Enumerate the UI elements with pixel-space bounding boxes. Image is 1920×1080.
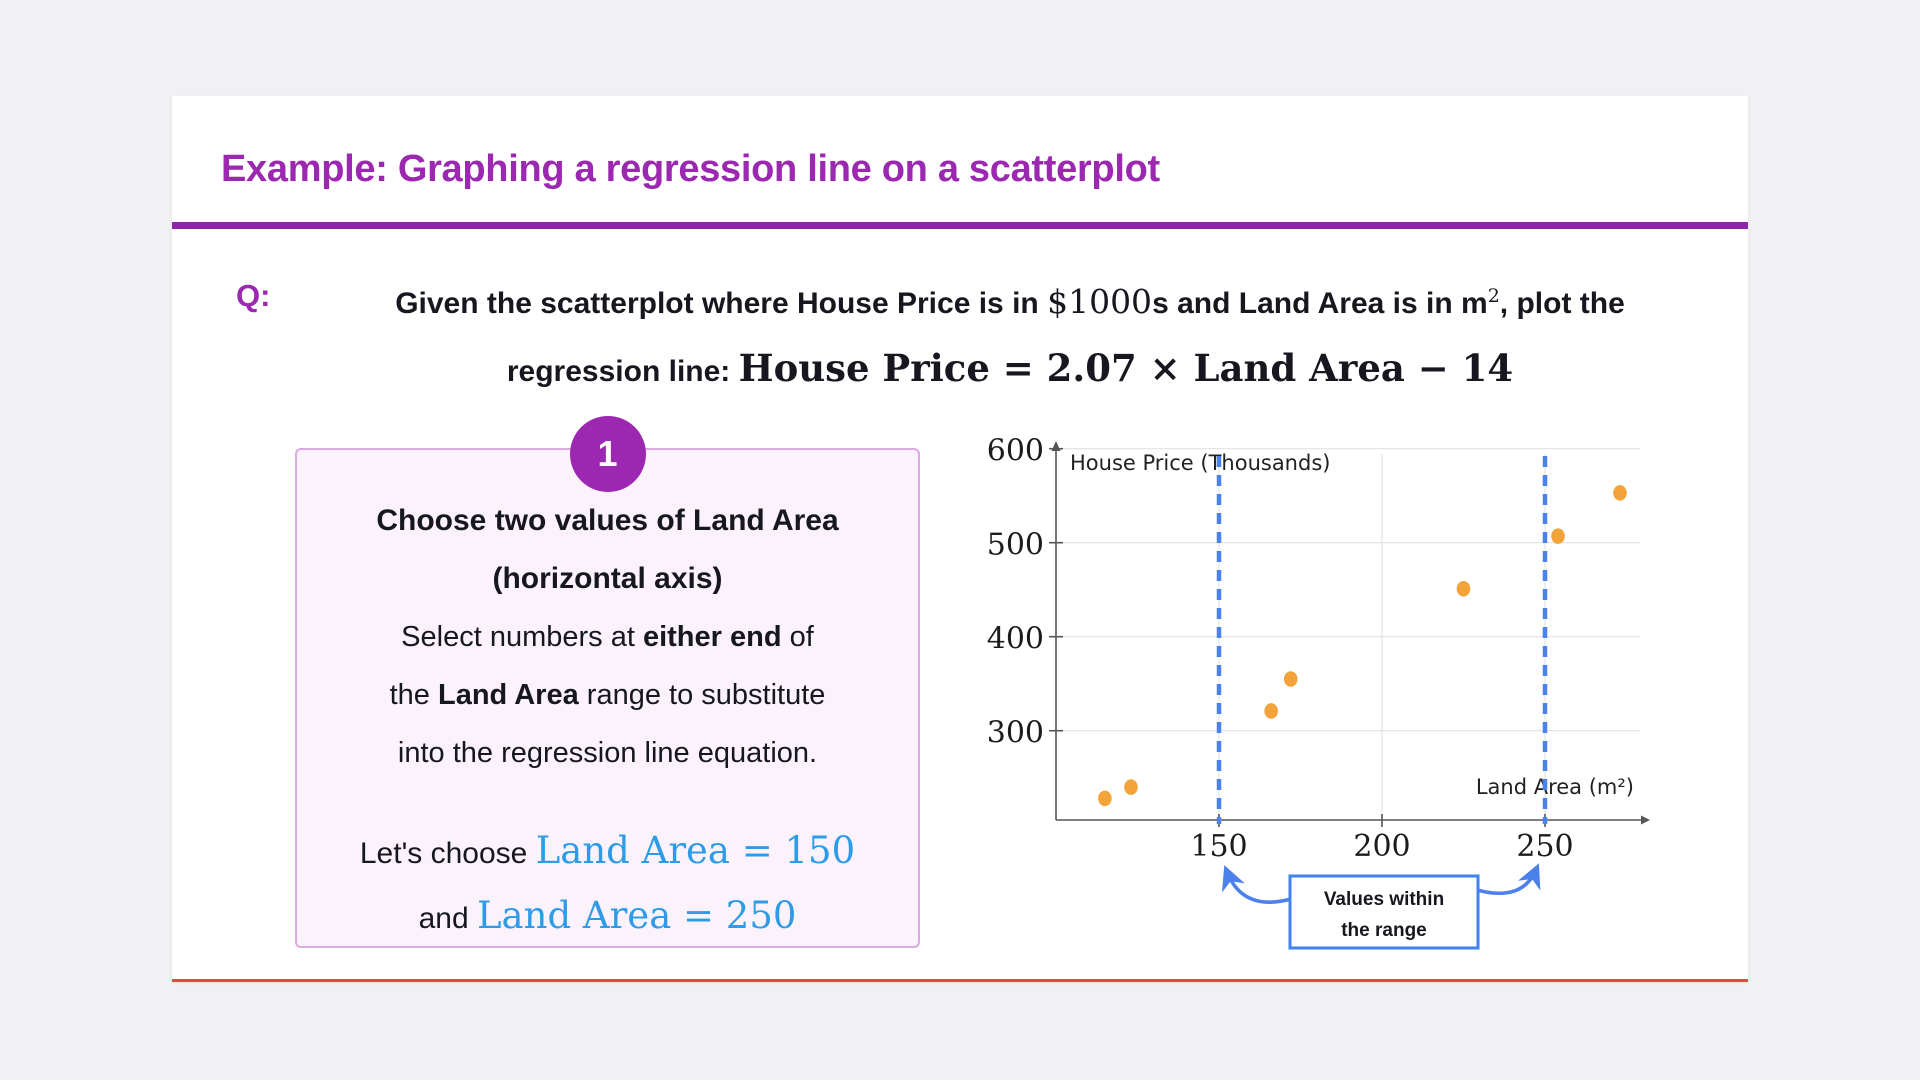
step-body-line-1: Select numbers at either end of [401, 621, 814, 653]
annotation-box [1288, 874, 1480, 950]
question-line-2: regression line: House Price = 2.07 × La… [506, 346, 1514, 390]
annotation-text: the range [1341, 920, 1427, 941]
step-heading: Choose two values of Land Area (horizont… [376, 504, 839, 595]
chosen-value-1: Let's choose Land Area = 150 [359, 829, 856, 872]
slide-card: Example: Graphing a regression line on a… [172, 96, 1748, 982]
x-tick-label: 150 [1190, 829, 1247, 864]
scatterplot: 300 400 500 600 150 200 250 House Price (Thousa… [987, 434, 1650, 950]
data-point [1124, 779, 1138, 795]
step-body-line-2: the Land Area range to substitute [389, 679, 826, 711]
x-tick-label: 200 [1353, 829, 1410, 864]
data-point [1283, 671, 1298, 687]
y-tick-label: 600 [987, 434, 1044, 469]
y-tick-label: 300 [987, 716, 1044, 751]
chosen-value-2-math: Land Area = 250 [476, 894, 797, 937]
step-1-box: 1 Choose two values of Land Area (horizo… [295, 416, 920, 950]
question-label: Q: [236, 278, 271, 313]
y-axis-label: House Price (Thousands) [1070, 451, 1330, 475]
step-body-line-3: into the regression line equation. [397, 737, 818, 769]
step-body: Select numbers at either end of the Land… [297, 608, 918, 782]
title-divider [172, 222, 1748, 229]
regression-equation: House Price = 2.07 × Land Area − 14 [738, 346, 1514, 390]
annotation-text: Values within [1324, 889, 1444, 910]
data-point [1098, 790, 1112, 807]
question-line-1: Given the scatterplot where House Price … [395, 282, 1625, 321]
annotation-arrow-right [1475, 863, 1541, 895]
data-point [1456, 580, 1471, 597]
data-point [1613, 485, 1627, 501]
step-number: 1 [597, 433, 618, 474]
squared-superscript: 2 [1487, 285, 1500, 307]
x-tick-label: 250 [1516, 829, 1573, 864]
page-title: Example: Graphing a regression line on a… [221, 148, 1160, 190]
step-number-badge: 1 [569, 416, 646, 492]
x-axis-label: Land Area (m²) [1476, 775, 1634, 799]
question-text: Given the scatterplot where House Price … [282, 264, 1738, 404]
y-tick-label: 400 [987, 622, 1044, 657]
step-chosen-values: Let's choose Land Area = 150 and Land Ar… [297, 820, 918, 950]
data-point [1551, 528, 1565, 544]
question-block: Q: Given the scatterplot where House Pri… [172, 264, 1748, 404]
y-tick-label: 500 [987, 528, 1044, 563]
chosen-value-2: and Land Area = 250 [418, 894, 797, 937]
math-dollars: $1000 [1047, 282, 1153, 321]
x-axis-arrow [1641, 815, 1650, 825]
chosen-value-1-math: Land Area = 150 [535, 829, 856, 872]
annotation-arrow-left [1222, 865, 1293, 904]
data-point [1264, 703, 1278, 719]
